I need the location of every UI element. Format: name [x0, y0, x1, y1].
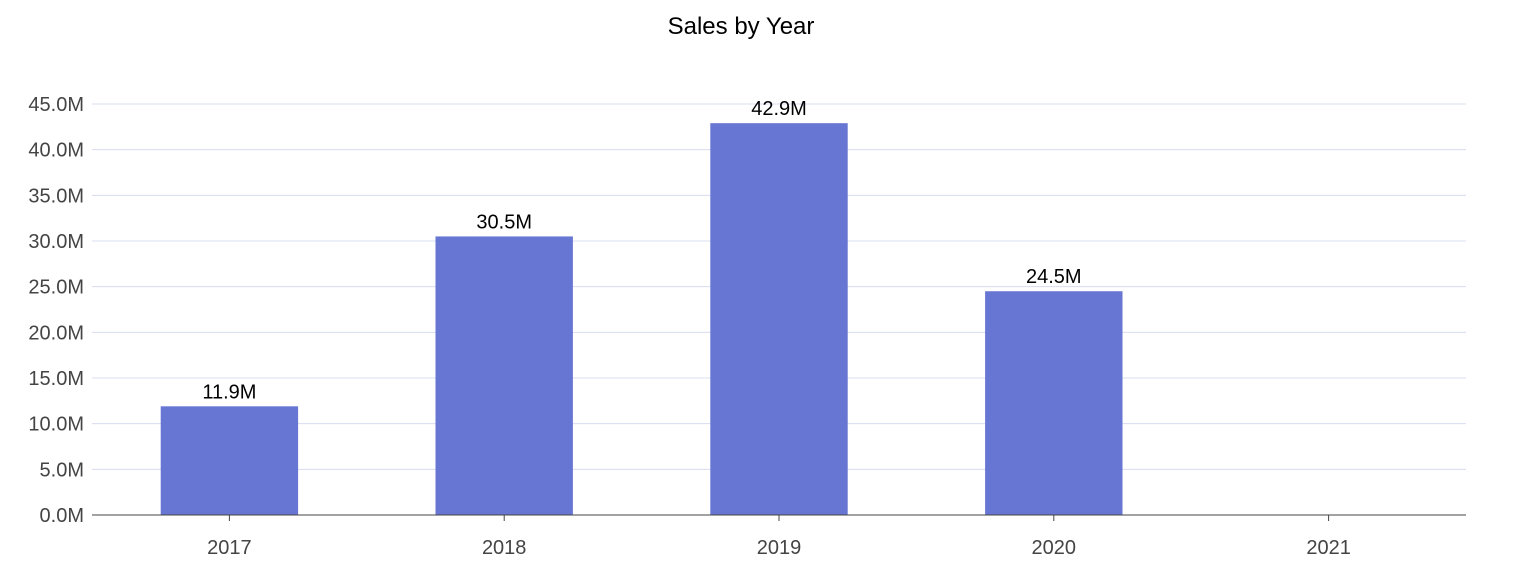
data-labels: 11.9M 30.5M 42.9M 24.5M — [202, 98, 1081, 403]
y-tick-label: 35.0M — [28, 185, 84, 207]
data-label: 11.9M — [202, 381, 256, 403]
bar-2019 — [710, 123, 848, 516]
x-tick-label: 2018 — [482, 537, 527, 559]
y-tick-label: 5.0M — [40, 459, 84, 481]
y-tick-label: 45.0M — [28, 94, 84, 116]
y-tick-label: 40.0M — [28, 140, 84, 162]
data-label: 24.5M — [1026, 266, 1082, 288]
x-tick-label: 2017 — [207, 537, 252, 559]
x-axis: 2017 2018 2019 2020 2021 — [92, 514, 1466, 559]
bars — [160, 123, 1123, 516]
bar-2017 — [160, 406, 299, 515]
y-tick-label: 0.0M — [40, 505, 84, 527]
bar-2020 — [985, 291, 1123, 515]
data-label: 30.5M — [476, 211, 532, 233]
x-tick-label: 2019 — [757, 537, 802, 559]
y-tick-label: 15.0M — [28, 368, 84, 390]
y-axis: 0.0M 5.0M 10.0M 15.0M 20.0M 25.0M 30.0M 35.0M 40… — [28, 94, 84, 527]
y-tick-label: 20.0M — [28, 322, 84, 344]
bar-2018 — [435, 236, 573, 515]
y-tick-label: 25.0M — [28, 277, 84, 299]
x-tick-label: 2020 — [1032, 537, 1077, 559]
data-label: 42.9M — [751, 98, 807, 120]
y-tick-label: 10.0M — [28, 414, 84, 436]
chart-title: Sales by Year — [668, 13, 815, 40]
x-tick-label: 2021 — [1306, 537, 1351, 559]
y-tick-label: 30.0M — [28, 231, 84, 253]
